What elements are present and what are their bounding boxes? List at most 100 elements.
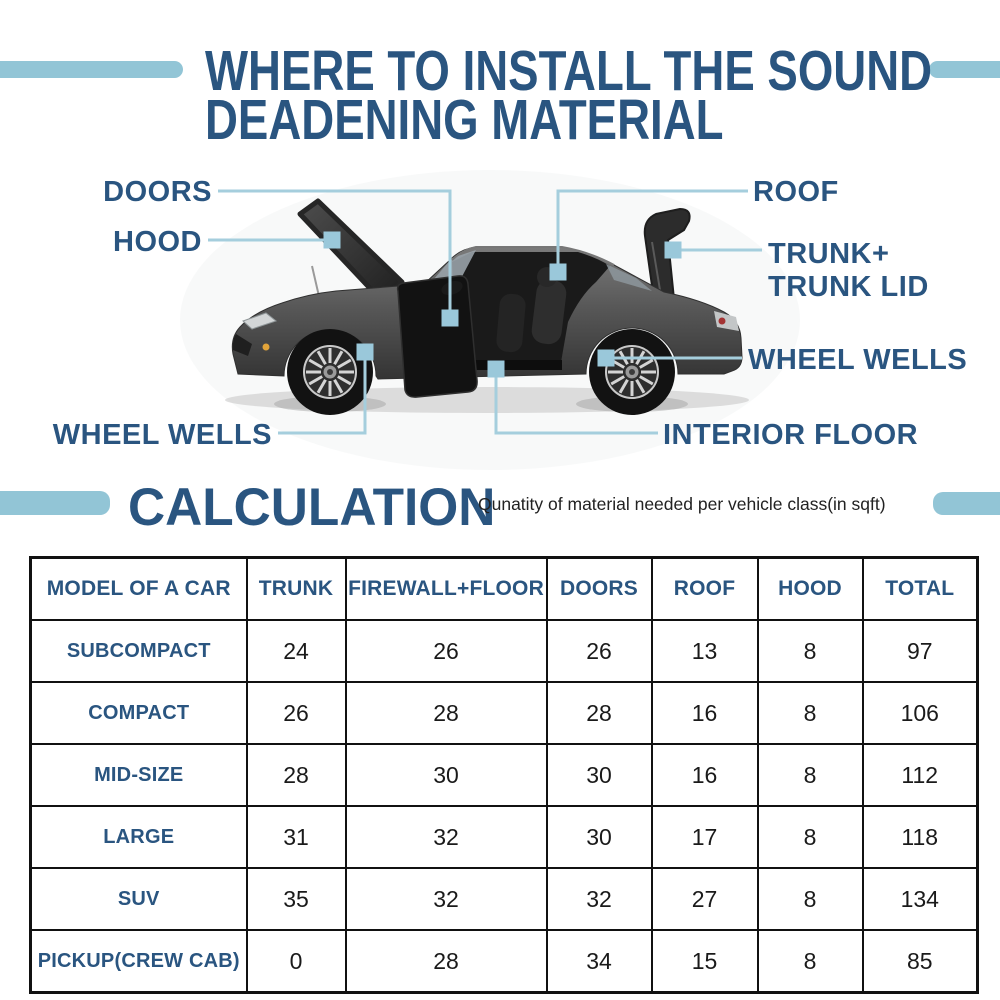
label-trunk-line1: TRUNK+ xyxy=(768,238,890,270)
value-cell: 16 xyxy=(650,743,759,807)
model-cell: PICKUP(CREW CAB) xyxy=(29,929,248,994)
label-trunk-line2: TRUNK LID xyxy=(768,271,929,303)
value-cell: 32 xyxy=(545,867,653,931)
connector-wheel-wells-left xyxy=(278,358,367,435)
value-cell: 8 xyxy=(756,929,864,994)
headrest xyxy=(537,267,557,287)
table-header-row: MODEL OF A CAR TRUNK FIREWALL+FLOOR DOORS RO… xyxy=(29,556,979,621)
taillight-red xyxy=(718,317,726,325)
table-row: PICKUP(CREW CAB) 0 28 34 15 8 85 xyxy=(29,929,979,994)
wheel-shadow-front xyxy=(274,396,386,412)
value-cell: 118 xyxy=(861,805,979,869)
rear-wheel xyxy=(589,329,675,415)
value-cell: 134 xyxy=(861,867,979,931)
column-header: TOTAL xyxy=(861,556,979,621)
car-interior xyxy=(452,252,610,370)
value-cell: 30 xyxy=(545,743,653,807)
connector-interior-floor xyxy=(494,373,658,435)
quarter-window xyxy=(606,264,652,291)
value-cell: 85 xyxy=(861,929,979,994)
value-cell: 112 xyxy=(861,743,979,807)
endpoint-roof-icon xyxy=(549,263,567,281)
value-cell: 0 xyxy=(245,929,347,994)
calculation-heading: CALCULATION xyxy=(128,478,496,537)
trunk-open xyxy=(643,208,691,301)
side-marker xyxy=(262,343,270,351)
windshield xyxy=(428,250,476,288)
value-cell: 32 xyxy=(344,867,548,931)
label-wheel-wells-left: WHEEL WELLS xyxy=(52,419,272,451)
column-header: FIREWALL+FLOOR xyxy=(344,556,548,621)
label-trunk: TRUNK+ TRUNK LID xyxy=(768,238,929,304)
value-cell: 30 xyxy=(344,743,548,807)
car-shadow xyxy=(225,387,749,413)
value-cell: 106 xyxy=(861,681,979,745)
connector-doors xyxy=(218,189,452,312)
door-open xyxy=(396,275,478,398)
calculation-subtitle: Qunatity of material needed per vehicle … xyxy=(478,494,886,514)
value-cell: 34 xyxy=(545,929,653,994)
decor-bar-calc-left xyxy=(0,491,110,515)
roof-highlight xyxy=(451,246,615,266)
table-row: SUBCOMPACT 24 26 26 13 8 97 xyxy=(29,619,979,683)
value-cell: 16 xyxy=(650,681,759,745)
value-cell: 24 xyxy=(245,619,347,683)
label-roof: ROOF xyxy=(753,176,839,208)
table-row: MID-SIZE 28 30 30 16 8 112 xyxy=(29,743,979,807)
label-interior-floor: INTERIOR FLOOR xyxy=(663,419,919,451)
model-cell: SUV xyxy=(29,867,248,931)
page-title: WHERE TO INSTALL THE SOUND DEADENING MAT… xyxy=(205,39,933,152)
value-cell: 28 xyxy=(344,929,548,994)
hood-open xyxy=(297,198,405,306)
front-seat xyxy=(531,279,567,345)
value-cell: 31 xyxy=(245,805,347,869)
calculation-table: MODEL OF A CAR TRUNK FIREWALL+FLOOR DOORS RO… xyxy=(29,556,979,994)
model-cell: MID-SIZE xyxy=(29,743,248,807)
page-title-line2: DEADENING MATERIAL xyxy=(205,88,724,152)
value-cell: 30 xyxy=(545,805,653,869)
column-header: MODEL OF A CAR xyxy=(29,556,248,621)
value-cell: 13 xyxy=(650,619,759,683)
endpoint-wheel-right-icon xyxy=(597,349,615,367)
column-header: TRUNK xyxy=(245,556,347,621)
column-header: ROOF xyxy=(650,556,759,621)
car-body xyxy=(231,246,743,380)
wheel-shadow-rear xyxy=(576,396,688,412)
table-row: COMPACT 26 28 28 16 8 106 xyxy=(29,681,979,745)
model-cell: COMPACT xyxy=(29,681,248,745)
label-doors: DOORS xyxy=(103,176,212,208)
value-cell: 35 xyxy=(245,867,347,931)
side-mirror xyxy=(441,280,463,296)
value-cell: 8 xyxy=(756,805,864,869)
label-wheel-wells-right: WHEEL WELLS xyxy=(748,344,968,376)
page-title-line1: WHERE TO INSTALL THE SOUND xyxy=(205,39,933,103)
value-cell: 15 xyxy=(650,929,759,994)
endpoint-interior-icon xyxy=(487,360,505,378)
endpoint-hood-icon xyxy=(323,231,341,249)
model-cell: LARGE xyxy=(29,805,248,869)
headlight xyxy=(242,312,278,330)
decor-bar-top-right xyxy=(929,61,1000,78)
value-cell: 32 xyxy=(344,805,548,869)
endpoint-doors-icon xyxy=(441,309,459,327)
connector-roof xyxy=(556,189,748,266)
column-header: DOORS xyxy=(545,556,653,621)
front-wheel xyxy=(287,329,373,415)
value-cell: 17 xyxy=(650,805,759,869)
value-cell: 8 xyxy=(756,619,864,683)
value-cell: 28 xyxy=(245,743,347,807)
value-cell: 8 xyxy=(756,867,864,931)
value-cell: 28 xyxy=(545,681,653,745)
interior-floor-sill xyxy=(470,360,562,370)
value-cell: 26 xyxy=(245,681,347,745)
decor-bar-top-left xyxy=(0,61,183,78)
table-row: SUV 35 32 32 27 8 134 xyxy=(29,867,979,931)
endpoint-wheel-left-icon xyxy=(356,343,374,361)
value-cell: 97 xyxy=(861,619,979,683)
rear-seat xyxy=(496,293,526,353)
model-cell: SUBCOMPACT xyxy=(29,619,248,683)
label-hood: HOOD xyxy=(113,226,202,258)
value-cell: 8 xyxy=(756,743,864,807)
table-row: LARGE 31 32 30 17 8 118 xyxy=(29,805,979,869)
